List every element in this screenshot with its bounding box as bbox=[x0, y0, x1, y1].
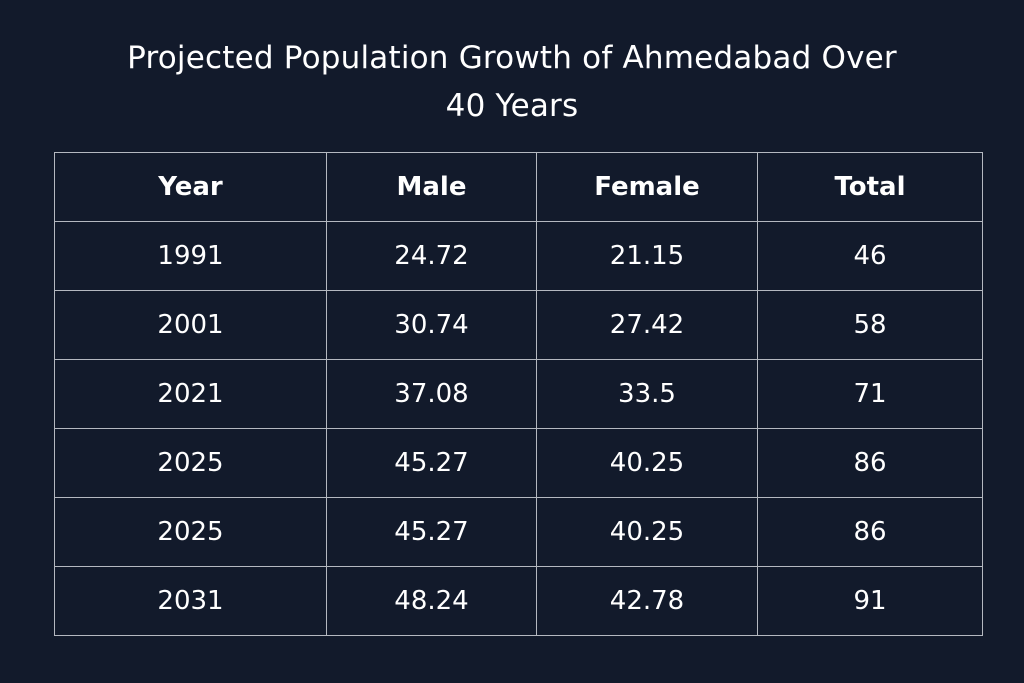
cell-total: 71 bbox=[757, 359, 983, 429]
cell-male: 45.27 bbox=[326, 497, 537, 567]
table-row: 2025 45.27 40.25 86 bbox=[54, 497, 983, 567]
header-row: Year Male Female Total bbox=[54, 152, 983, 222]
cell-female: 40.25 bbox=[536, 497, 758, 567]
table-row: 1991 24.72 21.15 46 bbox=[54, 221, 983, 291]
cell-female: 42.78 bbox=[536, 566, 758, 636]
cell-total: 58 bbox=[757, 290, 983, 360]
cell-year: 1991 bbox=[54, 221, 327, 291]
cell-male: 48.24 bbox=[326, 566, 537, 636]
cell-total: 86 bbox=[757, 428, 983, 498]
cell-year: 2021 bbox=[54, 359, 327, 429]
header-male: Male bbox=[326, 152, 537, 222]
cell-male: 45.27 bbox=[326, 428, 537, 498]
table-row: 2025 45.27 40.25 86 bbox=[54, 428, 983, 498]
cell-male: 37.08 bbox=[326, 359, 537, 429]
header-total: Total bbox=[757, 152, 983, 222]
table-row: 2021 37.08 33.5 71 bbox=[54, 359, 983, 429]
cell-total: 86 bbox=[757, 497, 983, 567]
cell-female: 21.15 bbox=[536, 221, 758, 291]
cell-female: 27.42 bbox=[536, 290, 758, 360]
cell-year: 2025 bbox=[54, 428, 327, 498]
cell-year: 2001 bbox=[54, 290, 327, 360]
cell-female: 33.5 bbox=[536, 359, 758, 429]
cell-female: 40.25 bbox=[536, 428, 758, 498]
cell-total: 46 bbox=[757, 221, 983, 291]
cell-male: 30.74 bbox=[326, 290, 537, 360]
header-female: Female bbox=[536, 152, 758, 222]
header-year: Year bbox=[54, 152, 327, 222]
table-row: 2001 30.74 27.42 58 bbox=[54, 290, 983, 360]
cell-male: 24.72 bbox=[326, 221, 537, 291]
table-row: 2031 48.24 42.78 91 bbox=[54, 566, 983, 636]
cell-year: 2025 bbox=[54, 497, 327, 567]
cell-year: 2031 bbox=[54, 566, 327, 636]
chart-title-line-2: 40 Years bbox=[445, 88, 579, 124]
population-table: Year Male Female Total 1991 24.72 21.15 … bbox=[54, 152, 983, 636]
chart-title: Projected Population Growth of Ahmedabad… bbox=[40, 34, 984, 130]
cell-total: 91 bbox=[757, 566, 983, 636]
chart-title-line-1: Projected Population Growth of Ahmedabad… bbox=[127, 40, 897, 76]
